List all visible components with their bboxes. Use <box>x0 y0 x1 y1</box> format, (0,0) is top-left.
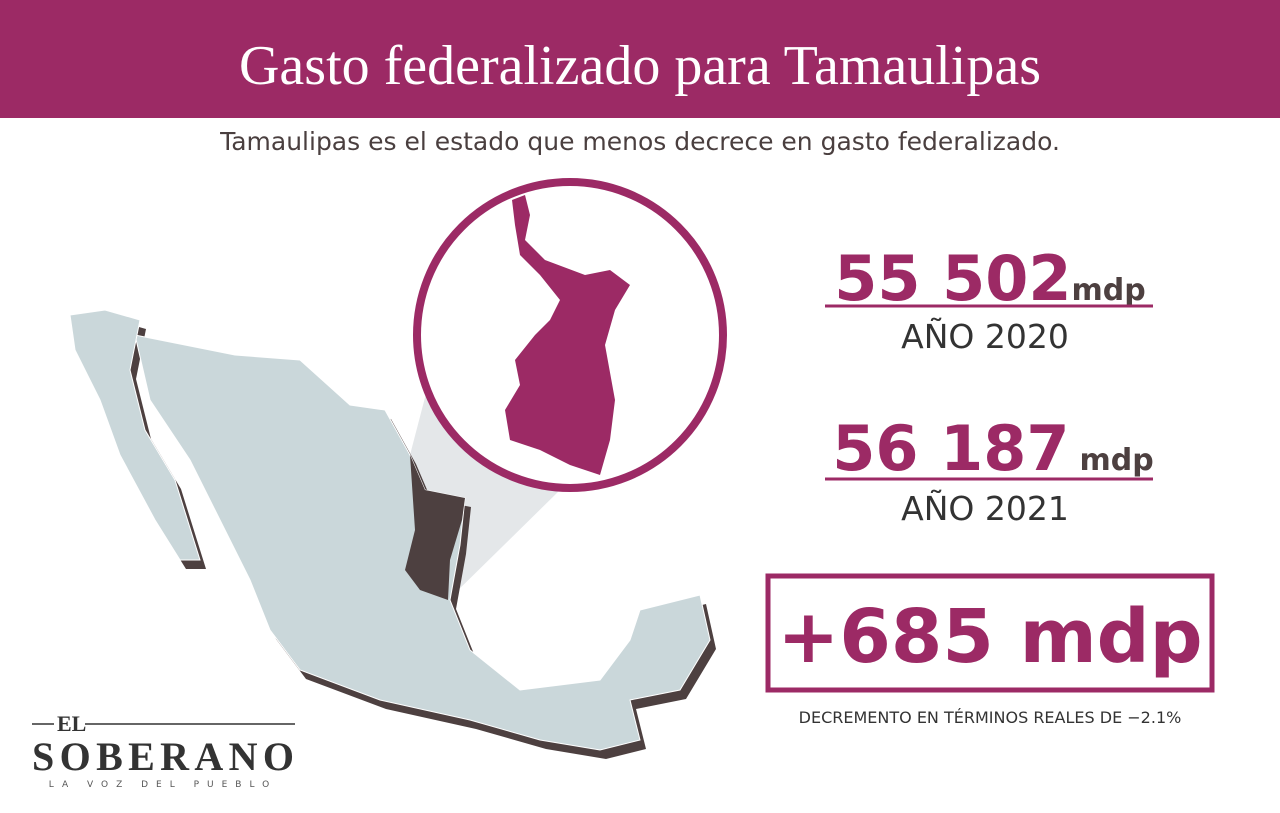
subtitle: Tamaulipas es el estado que menos decrec… <box>219 127 1060 156</box>
stat-2021: 56 187 mdp <box>832 412 1154 485</box>
difference-box <box>765 573 1215 693</box>
logo: EL SOBERANO LA VOZ DEL PUEBLO <box>32 711 295 790</box>
amount: 55 502 <box>834 242 1071 315</box>
unit: mdp <box>1080 443 1154 478</box>
map <box>69 178 727 759</box>
logo-name: SOBERANO <box>32 734 294 779</box>
logo-tagline: LA VOZ DEL PUEBLO <box>49 780 278 790</box>
header-band <box>0 0 1280 118</box>
difference: +685 mdp <box>777 594 1202 680</box>
stat-2020: 55 502mdp <box>834 242 1146 315</box>
logo-prefix: EL <box>57 711 86 736</box>
tamaulipas-on-map <box>405 455 465 600</box>
note: DECREMENTO EN TÉRMINOS REALES DE −2.1% <box>799 708 1182 727</box>
year-label: AÑO 2020 <box>901 317 1069 356</box>
amount: 56 187 <box>832 412 1069 485</box>
year-label: AÑO 2021 <box>901 489 1069 528</box>
title: Gasto federalizado para Tamaulipas <box>239 35 1041 97</box>
unit: mdp <box>1072 273 1146 308</box>
tamaulipas-zoom <box>505 195 630 475</box>
